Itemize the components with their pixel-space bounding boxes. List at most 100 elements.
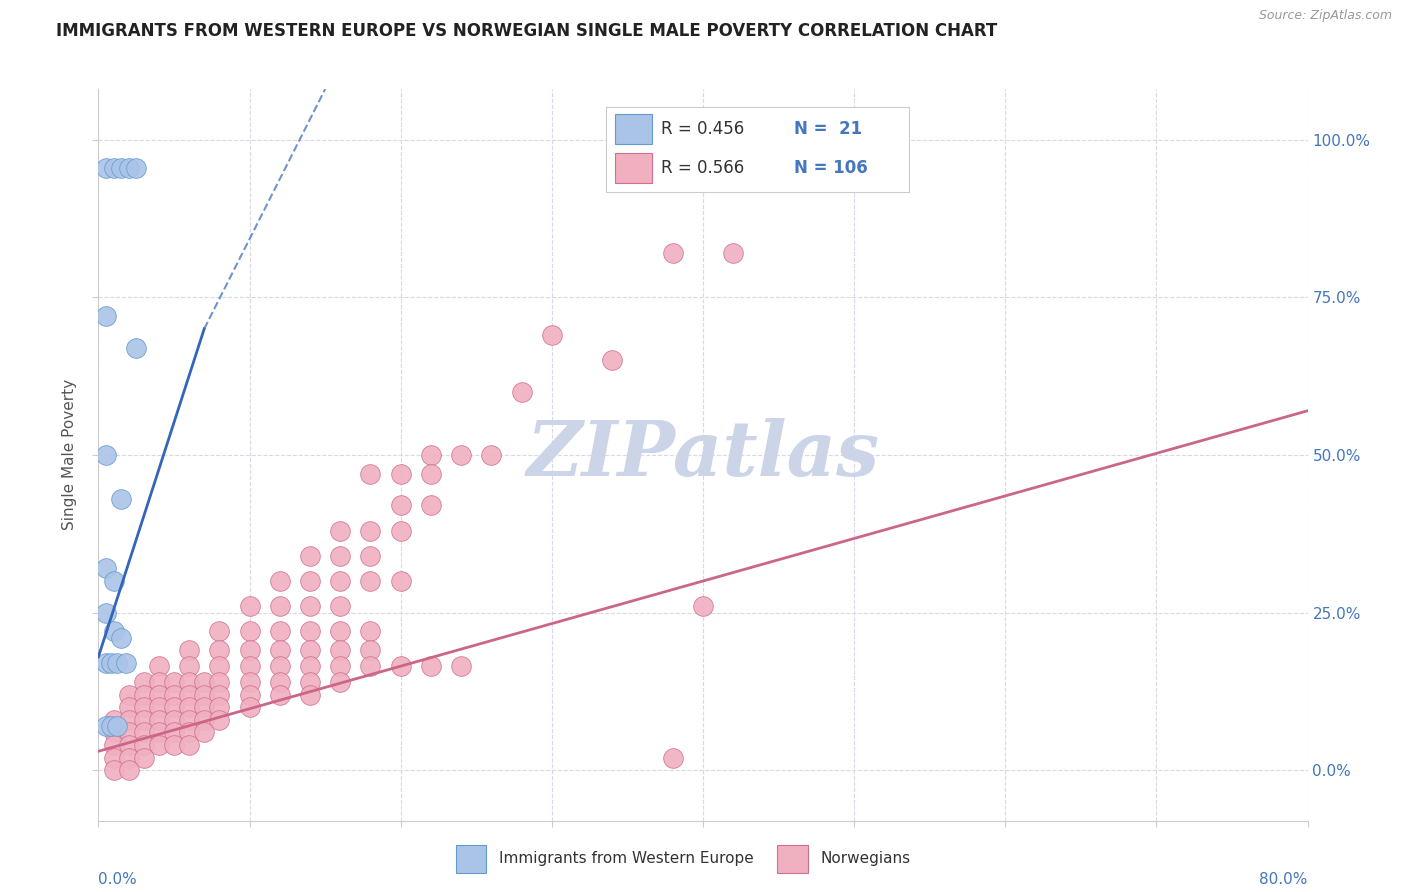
Point (110, 161, 132, 175)
Point (208, 674, 231, 689)
Point (329, 549, 352, 563)
Point (360, 574, 382, 588)
Point (94, 561, 117, 575)
Point (148, 713, 170, 727)
Point (662, 750, 685, 764)
Point (179, 700, 201, 714)
Point (148, 700, 170, 714)
Point (329, 674, 352, 689)
Point (132, 725, 155, 739)
Point (420, 659, 443, 673)
Point (103, 161, 125, 175)
Point (110, 631, 132, 645)
Point (110, 491, 132, 506)
Point (208, 643, 231, 657)
Point (125, 161, 148, 175)
Point (450, 448, 472, 462)
Point (239, 688, 262, 702)
Point (239, 624, 262, 639)
Point (118, 688, 141, 702)
FancyBboxPatch shape (778, 845, 808, 872)
Point (163, 688, 186, 702)
Text: Source: ZipAtlas.com: Source: ZipAtlas.com (1258, 9, 1392, 22)
Point (94, 719, 117, 733)
Point (132, 750, 155, 764)
Point (420, 448, 443, 462)
Point (125, 341, 148, 355)
Point (662, 246, 685, 260)
Point (420, 467, 443, 481)
Point (163, 713, 186, 727)
Point (103, 574, 125, 588)
Point (132, 700, 155, 714)
Point (692, 599, 714, 614)
Point (163, 738, 186, 752)
Point (813, 161, 835, 175)
Point (179, 674, 201, 689)
Point (193, 700, 215, 714)
Point (103, 738, 125, 752)
Point (269, 688, 291, 702)
Point (239, 674, 262, 689)
Point (208, 713, 231, 727)
Point (299, 624, 322, 639)
Point (132, 738, 155, 752)
Point (118, 161, 141, 175)
Text: 0.0%: 0.0% (98, 871, 138, 887)
Point (105, 656, 128, 670)
Point (329, 574, 352, 588)
Point (389, 524, 412, 538)
Point (132, 688, 155, 702)
Point (450, 659, 472, 673)
Point (360, 549, 382, 563)
Point (103, 763, 125, 777)
Point (389, 574, 412, 588)
Point (299, 574, 322, 588)
FancyBboxPatch shape (456, 845, 486, 872)
Point (179, 738, 201, 752)
Text: IMMIGRANTS FROM WESTERN EUROPE VS NORWEGIAN SINGLE MALE POVERTY CORRELATION CHAR: IMMIGRANTS FROM WESTERN EUROPE VS NORWEG… (56, 22, 997, 40)
Point (723, 246, 745, 260)
Point (360, 624, 382, 639)
Point (329, 524, 352, 538)
Point (481, 448, 503, 462)
Text: ZIPatlas: ZIPatlas (526, 418, 880, 491)
Point (299, 643, 322, 657)
Point (389, 499, 412, 513)
Point (329, 659, 352, 673)
Point (179, 713, 201, 727)
Point (118, 713, 141, 727)
Point (193, 713, 215, 727)
Point (94, 161, 117, 175)
Text: Immigrants from Western Europe: Immigrants from Western Europe (499, 851, 754, 866)
Point (179, 659, 201, 673)
Point (420, 499, 443, 513)
Point (103, 624, 125, 639)
Point (208, 688, 231, 702)
Point (239, 643, 262, 657)
Point (329, 643, 352, 657)
Point (208, 624, 231, 639)
Point (269, 643, 291, 657)
Point (299, 674, 322, 689)
Point (299, 599, 322, 614)
Point (118, 700, 141, 714)
Point (329, 599, 352, 614)
Point (269, 674, 291, 689)
Point (148, 688, 170, 702)
Point (103, 750, 125, 764)
Point (94, 606, 117, 620)
Point (179, 688, 201, 702)
Point (193, 674, 215, 689)
Point (360, 524, 382, 538)
Point (208, 659, 231, 673)
Point (118, 738, 141, 752)
Point (299, 688, 322, 702)
Point (179, 725, 201, 739)
Point (94, 656, 117, 670)
Point (269, 659, 291, 673)
Point (889, 161, 911, 175)
Text: Norwegians: Norwegians (821, 851, 911, 866)
Point (103, 713, 125, 727)
Point (148, 725, 170, 739)
